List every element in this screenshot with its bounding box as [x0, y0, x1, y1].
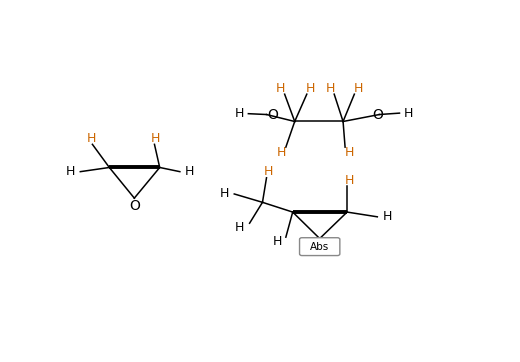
- Text: O: O: [129, 199, 140, 213]
- Text: H: H: [235, 221, 244, 234]
- Text: H: H: [306, 82, 316, 95]
- Text: H: H: [219, 188, 229, 201]
- Text: H: H: [87, 132, 96, 145]
- Text: H: H: [354, 82, 363, 95]
- Text: H: H: [185, 165, 194, 178]
- Text: H: H: [151, 132, 160, 145]
- Text: H: H: [235, 107, 244, 120]
- Text: H: H: [383, 210, 392, 223]
- Text: O: O: [267, 108, 278, 122]
- Text: H: H: [344, 146, 354, 159]
- Text: H: H: [277, 146, 287, 159]
- FancyBboxPatch shape: [300, 238, 340, 256]
- Text: Abs: Abs: [310, 242, 329, 252]
- Text: H: H: [66, 165, 75, 178]
- Text: H: H: [276, 82, 285, 95]
- Text: H: H: [344, 173, 354, 186]
- Text: H: H: [326, 82, 335, 95]
- Text: H: H: [264, 165, 273, 178]
- Text: H: H: [404, 107, 413, 119]
- Text: H: H: [272, 235, 282, 248]
- Text: O: O: [372, 108, 383, 122]
